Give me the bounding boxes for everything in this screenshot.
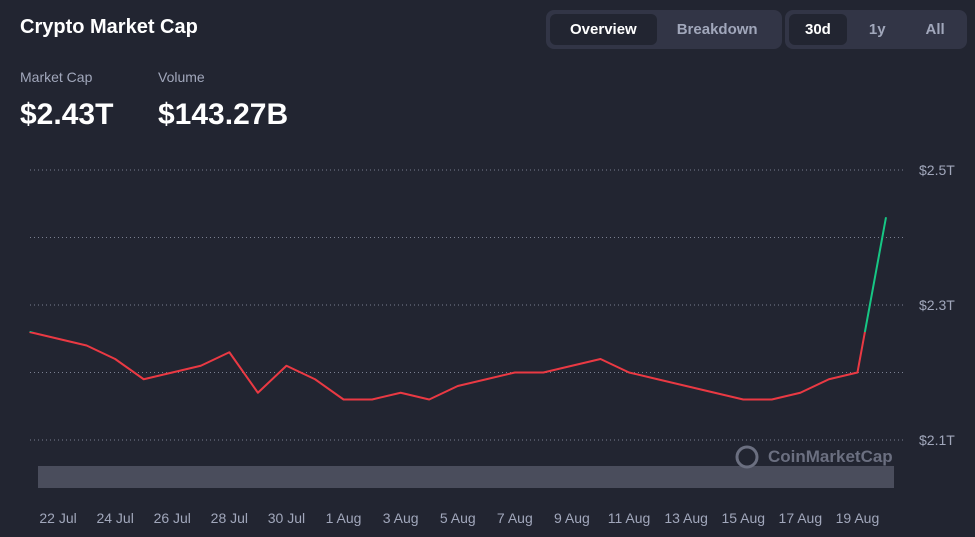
line [29, 217, 887, 401]
x-tick-label: 28 Jul [211, 510, 248, 526]
x-tick-label: 24 Jul [96, 510, 133, 526]
watermark: CoinMarketCap [768, 447, 893, 466]
x-tick-label: 19 Aug [836, 510, 880, 526]
tab[interactable]: Breakdown [676, 21, 758, 38]
stat-label: Market Cap [20, 69, 93, 85]
title: Crypto Market Cap [20, 16, 198, 38]
x-tick-label: 22 Jul [39, 510, 76, 526]
x-tick-label: 3 Aug [383, 510, 419, 526]
x-tick-label: 30 Jul [268, 510, 305, 526]
tab[interactable]: 30d [789, 14, 847, 45]
stat-label: Volume [158, 69, 205, 85]
x-tick-label: 7 Aug [497, 510, 533, 526]
x-tick-label: 11 Aug [608, 510, 651, 526]
tab[interactable]: Overview [550, 14, 657, 45]
x-tick-label: 13 Aug [664, 510, 708, 526]
tab[interactable]: 1y [868, 21, 886, 38]
tab[interactable]: All [925, 21, 945, 38]
y-tick-label: $2.3T [919, 297, 955, 313]
y-tick-label: $2.1T [919, 432, 955, 448]
x-tick-label: 5 Aug [440, 510, 476, 526]
x-tick-label: 1 Aug [326, 510, 362, 526]
x-tick-label: 15 Aug [721, 510, 765, 526]
range-tabs: 30d 1y All [785, 10, 967, 49]
view-tabs: Overview Breakdown [546, 10, 782, 49]
y-tick-label: $2.5T [919, 162, 955, 178]
stat-value: $143.27B [158, 98, 289, 131]
x-tick-label: 26 Jul [154, 510, 191, 526]
stat-value: $2.43T [20, 98, 114, 131]
watermark-logo [735, 445, 759, 469]
x-tick-label: 17 Aug [779, 510, 823, 526]
volume-strip [38, 466, 894, 488]
x-tick-label: 9 Aug [554, 510, 590, 526]
